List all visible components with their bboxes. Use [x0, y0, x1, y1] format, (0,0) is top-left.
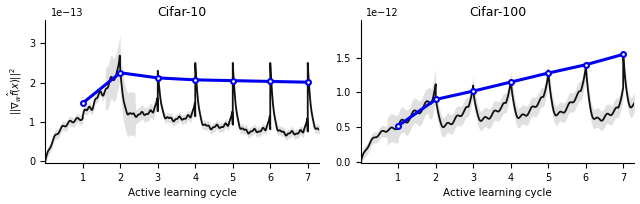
Text: 1e−13: 1e−13 [51, 8, 83, 18]
X-axis label: Active learning cycle: Active learning cycle [128, 188, 237, 198]
X-axis label: Active learning cycle: Active learning cycle [444, 188, 552, 198]
Title: Cifar-100: Cifar-100 [469, 6, 526, 19]
Y-axis label: $||\nabla_w \hat{f}(x)||^2$: $||\nabla_w \hat{f}(x)||^2$ [6, 67, 24, 115]
Title: Cifar-10: Cifar-10 [157, 6, 207, 19]
Text: 1e−12: 1e−12 [366, 8, 399, 18]
